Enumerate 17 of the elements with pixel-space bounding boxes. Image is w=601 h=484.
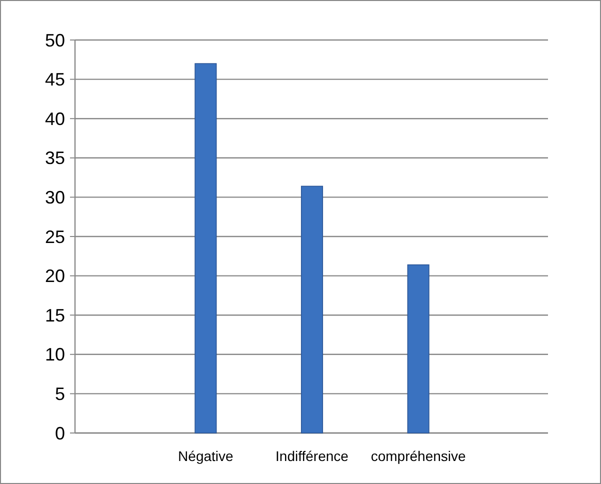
y-tick-label: 20 (44, 266, 65, 286)
x-tick-label: Indifférence (276, 448, 349, 464)
bar (407, 264, 430, 434)
x-tick-label: Négative (178, 448, 234, 464)
y-tick-label: 15 (44, 305, 65, 326)
y-tick-label: 30 (44, 188, 65, 208)
y-tick-label: 5 (54, 384, 65, 404)
y-tick-label: 0 (54, 423, 65, 444)
bar (194, 63, 217, 434)
y-tick-label: 40 (44, 108, 65, 129)
y-tick-label: 35 (44, 148, 65, 168)
y-tick-label: 10 (44, 344, 65, 365)
x-tick-label: compréhensive (370, 448, 466, 464)
y-tick-label: 25 (44, 226, 65, 247)
bar (300, 186, 324, 434)
y-tick-label: 50 (44, 30, 65, 50)
y-tick-label: 45 (44, 70, 65, 90)
